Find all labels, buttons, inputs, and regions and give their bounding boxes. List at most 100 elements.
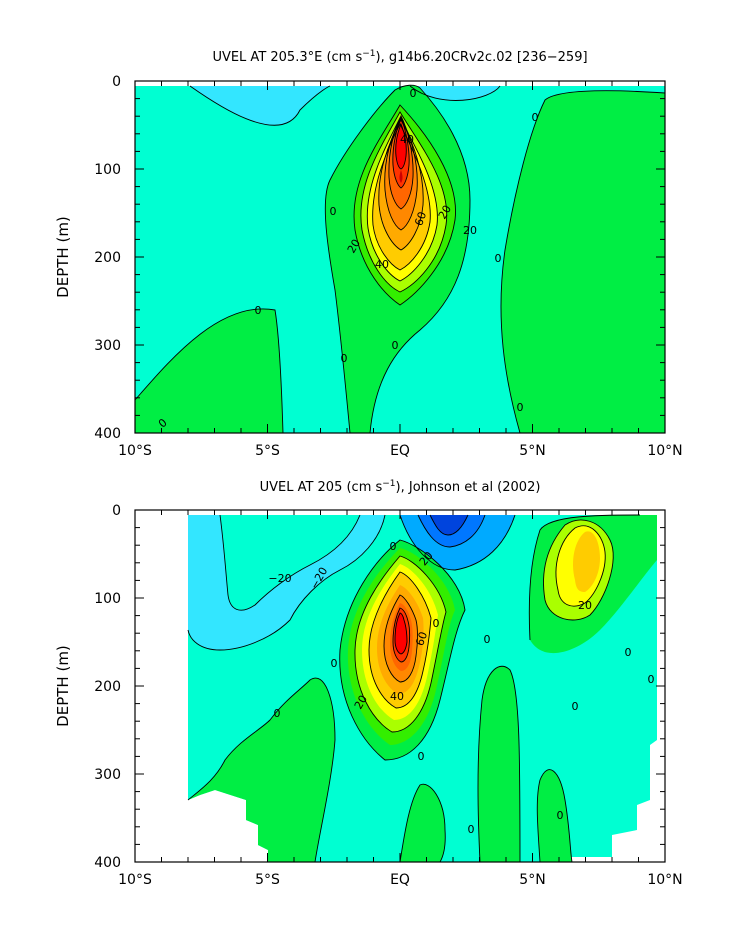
bottom-label-0-a: 0 bbox=[433, 617, 440, 630]
bottom-line-east-right bbox=[528, 514, 641, 641]
bottom-label-0-d: 0 bbox=[331, 657, 338, 670]
top-fill-eastward-right bbox=[500, 90, 665, 433]
top-line-euc-80 bbox=[392, 116, 410, 189]
top-label-0-i: 0 bbox=[517, 401, 524, 414]
bottom-line-euc-80 bbox=[392, 607, 411, 663]
bottom-fill-westward-50 bbox=[430, 515, 468, 535]
top-fill-westward-a bbox=[190, 86, 330, 126]
bottom-line-euc-20 bbox=[354, 555, 447, 733]
bottom-ytick-label: 300 bbox=[94, 767, 121, 783]
top-label-40-b: 40 bbox=[375, 258, 389, 271]
bottom-ytick-label: 0 bbox=[112, 503, 121, 519]
top-xtick-label: 10°S bbox=[118, 443, 152, 459]
bottom-line-east-mid bbox=[477, 665, 521, 862]
top-ytick-label: 100 bbox=[94, 162, 121, 178]
bottom-ytick-label: 100 bbox=[94, 591, 121, 607]
bottom-xtick-label: 5°N bbox=[519, 872, 545, 888]
top-fill-westward-b bbox=[410, 86, 500, 101]
top-xtick-label: 5°N bbox=[519, 443, 545, 459]
bottom-line-euc-0 bbox=[339, 539, 466, 761]
bottom-label-neg20-a: −20 bbox=[268, 572, 291, 585]
bottom-fill-eastward-lc bbox=[400, 784, 446, 862]
top-label-20-c: 20 bbox=[463, 224, 477, 237]
bottom-ytick-label: 400 bbox=[94, 855, 121, 871]
bottom-label-0-c: 0 bbox=[390, 540, 397, 553]
bottom-label-0-j: 0 bbox=[625, 646, 632, 659]
bottom-xtick-label: EQ bbox=[390, 872, 410, 888]
top-ytick-label: 300 bbox=[94, 338, 121, 354]
bottom-label-60: 60 bbox=[413, 630, 430, 648]
top-line-east-left bbox=[135, 308, 284, 433]
top-line-euc-30 bbox=[366, 117, 438, 282]
top-label-0-h: 0 bbox=[495, 252, 502, 265]
top-line-west-b bbox=[409, 85, 501, 101]
top-label-0-f: 0 bbox=[410, 87, 417, 100]
top-contour-lines bbox=[135, 84, 665, 433]
bottom-line-east-lc bbox=[399, 783, 446, 862]
top-ylabel: DEPTH (m) bbox=[54, 216, 72, 298]
top-contour-fill: 0 0 0 0 0 0 0 0 20 20 20 40 40 60 0 bbox=[135, 81, 665, 433]
top-line-euc-10 bbox=[353, 104, 456, 306]
bottom-fill-eastward-mid bbox=[478, 666, 520, 862]
bottom-line-west-40 bbox=[417, 514, 486, 548]
bottom-label-20-b: 20 bbox=[578, 599, 592, 612]
top-contour-labels: 0 0 0 0 0 0 0 0 20 20 20 40 40 60 bbox=[156, 87, 539, 431]
top-label-0-b: 0 bbox=[255, 304, 262, 317]
top-label-0-d: 0 bbox=[341, 352, 348, 365]
bottom-line-east-lr bbox=[536, 769, 573, 862]
top-line-euc-50 bbox=[378, 119, 424, 251]
top-ytick-label: 0 bbox=[112, 74, 121, 90]
top-label-40-a: 40 bbox=[400, 133, 414, 146]
top-label-0-g: 0 bbox=[532, 111, 539, 124]
bottom-line-west-10 bbox=[187, 514, 386, 651]
top-line-euc-0 bbox=[324, 84, 471, 433]
bottom-contour-lines bbox=[187, 514, 641, 862]
top-line-west-a bbox=[189, 85, 331, 126]
bottom-line-east-right-30 bbox=[555, 525, 606, 607]
bottom-fill-eastward-right-40 bbox=[573, 531, 600, 592]
bottom-fill-eastward-left bbox=[188, 678, 335, 862]
bottom-ytick-label: 200 bbox=[94, 679, 121, 695]
top-xtick-label: EQ bbox=[390, 443, 410, 459]
top-ytick-label: 200 bbox=[94, 250, 121, 266]
bottom-label-0-h: 0 bbox=[557, 809, 564, 822]
top-line-euc-70 bbox=[388, 114, 414, 210]
bottom-fill-euc-90 bbox=[395, 613, 407, 654]
top-ytick-label: 400 bbox=[94, 426, 121, 442]
top-label-20-a: 20 bbox=[345, 237, 363, 256]
top-line-euc-60 bbox=[384, 117, 418, 231]
bottom-title: UVEL AT 205 (cm s−1), Johnson et al (200… bbox=[260, 479, 541, 495]
top-line-euc-20 bbox=[360, 111, 448, 293]
bottom-label-20-c: 20 bbox=[352, 693, 370, 712]
top-fill-euc-90 bbox=[395, 124, 407, 169]
top-panel: UVEL AT 205.3°E (cm s−1), g14b6.20CRv2c.… bbox=[54, 49, 683, 459]
bottom-xtick-label: 10°S bbox=[118, 872, 152, 888]
bottom-label-0-k: 0 bbox=[648, 673, 655, 686]
bottom-line-euc-90 bbox=[394, 612, 408, 655]
bottom-line-euc-60 bbox=[383, 594, 418, 683]
top-fill-euc-100 bbox=[399, 170, 403, 183]
bottom-label-0-i: 0 bbox=[572, 700, 579, 713]
bottom-label-0-b: 0 bbox=[484, 633, 491, 646]
top-label-60: 60 bbox=[412, 210, 429, 228]
bottom-label-40: 40 bbox=[390, 690, 404, 703]
bottom-line-west-30 bbox=[399, 514, 516, 571]
top-label-20-b: 20 bbox=[436, 203, 454, 222]
bottom-label-0-e: 0 bbox=[274, 707, 281, 720]
top-label-0-e: 0 bbox=[392, 339, 399, 352]
bottom-line-east-right-20 bbox=[543, 519, 614, 621]
top-line-euc-90 bbox=[395, 122, 407, 170]
top-fill-eastward-left bbox=[135, 308, 283, 433]
bottom-xtick-label: 10°N bbox=[647, 872, 682, 888]
top-xtick-label: 5°S bbox=[255, 443, 280, 459]
top-line-euc-40 bbox=[372, 122, 431, 271]
top-line-east-right bbox=[500, 90, 665, 433]
bottom-line-east-left bbox=[187, 677, 336, 862]
top-title: UVEL AT 205.3°E (cm s−1), g14b6.20CRv2c.… bbox=[212, 49, 587, 65]
bottom-line-west-20 bbox=[219, 514, 361, 611]
bottom-line-west-50 bbox=[429, 514, 469, 536]
bottom-label-0-f: 0 bbox=[418, 750, 425, 763]
top-xtick-label: 10°N bbox=[647, 443, 682, 459]
